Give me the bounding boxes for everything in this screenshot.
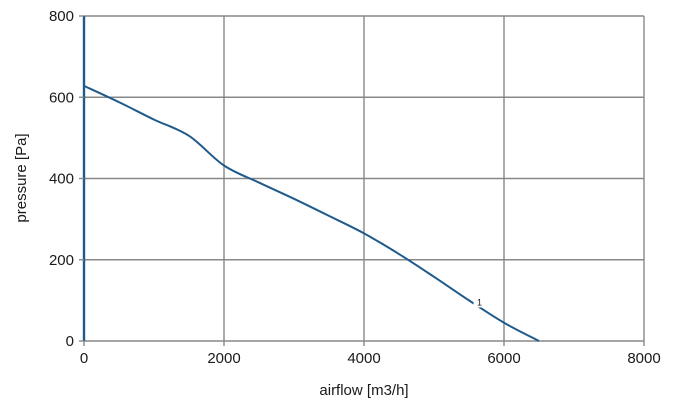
x-axis-title: airflow [m3/h] (319, 382, 408, 399)
y-tick-label-4: 800 (49, 8, 74, 25)
grid-lines (84, 15, 645, 341)
series-label-background-0 (473, 295, 486, 308)
y-tick-label-3: 600 (49, 89, 74, 106)
series-line-0 (83, 84, 540, 342)
y-tick-label-0: 0 (66, 333, 74, 350)
series-label-0: 1 (477, 297, 482, 307)
x-tick-label-0: 0 (80, 350, 88, 367)
x-axis-ticks: 0 2000 4000 6000 8000 (80, 341, 661, 367)
x-tick-label-1: 2000 (207, 350, 240, 367)
y-axis-ticks: 0 200 400 600 800 (49, 8, 84, 350)
x-tick-label-2: 4000 (347, 350, 380, 367)
y-axis-title: pressure [Pa] (13, 133, 30, 222)
x-tick-label-3: 6000 (487, 350, 520, 367)
x-tick-label-4: 8000 (627, 350, 660, 367)
series-layer: 1 (83, 84, 540, 342)
y-tick-label-2: 400 (49, 171, 74, 188)
y-tick-label-1: 200 (49, 252, 74, 269)
